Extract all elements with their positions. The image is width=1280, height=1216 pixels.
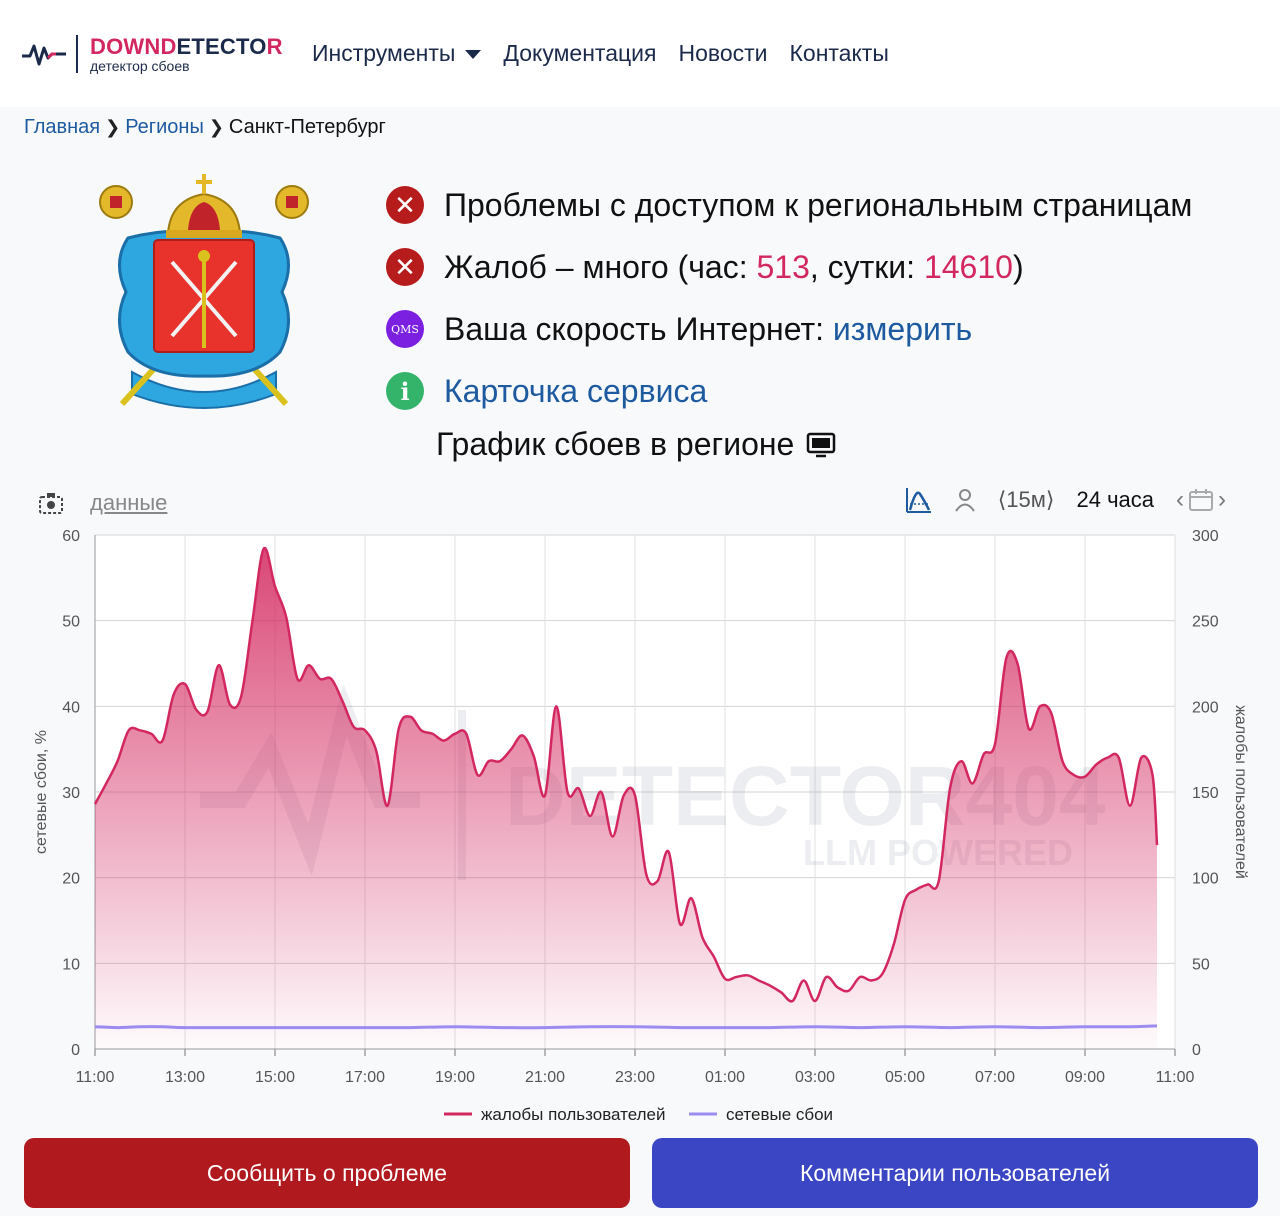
y-left-tick-label: 0 xyxy=(71,1042,80,1059)
x-tick-label: 01:00 xyxy=(705,1069,745,1086)
pulse-logo-icon xyxy=(22,44,66,66)
region-coat-of-arms-icon xyxy=(99,174,309,409)
service-card-link[interactable]: Карточка сервиса xyxy=(444,372,708,409)
error-icon: ✕ xyxy=(386,186,424,224)
main-nav: Инструменты Документация Новости Контакт… xyxy=(312,40,889,67)
chevron-right-icon: ❯ xyxy=(208,117,224,137)
report-problem-button[interactable]: Сообщить о проблеме xyxy=(24,1138,630,1208)
y-right-tick-label: 250 xyxy=(1192,614,1219,631)
y-right-tick-label: 150 xyxy=(1192,785,1219,802)
y-left-tick-label: 50 xyxy=(62,614,80,631)
y-left-axis-label: сетевые сбои, % xyxy=(33,730,50,854)
chart-title: График сбоев в регионе xyxy=(436,426,836,463)
chevron-down-icon xyxy=(465,50,482,59)
outage-chart: 0 10 20 30 40 50 60 0 50 100 150 200 250 300 11:00 13:0… xyxy=(33,528,1249,1124)
measure-speed-link[interactable]: измерить xyxy=(832,310,973,347)
y-left-tick-label: 40 xyxy=(62,699,80,716)
complaints-area xyxy=(95,548,1157,1049)
nav-docs[interactable]: Документация xyxy=(503,40,657,66)
chart-title-text: График сбоев в регионе xyxy=(436,426,795,462)
interval-selector[interactable]: ⟨15м⟩ xyxy=(997,487,1055,512)
x-tick-label: 11:00 xyxy=(76,1069,115,1086)
x-tick-label: 21:00 xyxy=(525,1069,565,1086)
x-tick-label: 23:00 xyxy=(615,1069,655,1086)
complaints-text: Жалоб – много (час: 513, сутки: 14610) xyxy=(444,248,1024,285)
chart-legend: жалобы пользователей сетевые сбои xyxy=(444,1105,833,1124)
y-left-tick-label: 20 xyxy=(62,871,80,888)
legend-label-complaints: жалобы пользователей xyxy=(481,1105,665,1124)
nav-contacts[interactable]: Контакты xyxy=(789,40,889,66)
y-left-tick-label: 60 xyxy=(62,528,80,545)
breadcrumb-current: Санкт-Петербург xyxy=(228,116,386,138)
period-selector[interactable]: 24 часа xyxy=(1076,487,1154,512)
breadcrumb-home[interactable]: Главная xyxy=(24,116,101,138)
x-tick-label: 09:00 xyxy=(1065,1069,1105,1086)
chevron-left-icon[interactable]: ‹ xyxy=(1176,486,1184,513)
chevron-right-icon: ❯ xyxy=(105,117,121,137)
status-access-text: Проблемы с доступом к региональным стран… xyxy=(444,186,1193,223)
speed-label: Ваша скорость Интернет: xyxy=(444,310,833,347)
x-tick-label: 05:00 xyxy=(885,1069,925,1086)
error-icon: ✕ xyxy=(386,248,424,286)
tv-icon[interactable] xyxy=(806,432,836,458)
network-outages-line xyxy=(94,1024,1158,1030)
breadcrumb-regions[interactable]: Регионы xyxy=(125,116,204,138)
x-tick-label: 11:00 xyxy=(1156,1069,1195,1086)
complaints-line xyxy=(93,546,1159,1003)
logo[interactable]: DOWNDETECTOR детектор сбоев xyxy=(22,34,283,74)
status-speed: QMS Ваша скорость Интернет: измерить xyxy=(386,298,1192,360)
x-tick-label: 03:00 xyxy=(795,1069,835,1086)
status-service-card: i Карточка сервиса xyxy=(386,360,1192,422)
x-tick-label: 15:00 xyxy=(255,1069,295,1086)
logo-subtitle: детектор сбоев xyxy=(90,57,190,74)
status-access-issue: ✕ Проблемы с доступом к региональным стр… xyxy=(386,174,1192,236)
y-right-axis-label: жалобы пользователей xyxy=(1232,705,1249,879)
logo-divider xyxy=(76,35,78,73)
info-icon: i xyxy=(386,372,424,410)
breadcrumb: Главная ❯ Регионы ❯ Санкт-Петербург xyxy=(24,116,386,139)
y-right-tick-label: 300 xyxy=(1192,528,1219,545)
area-chart-icon[interactable] xyxy=(904,486,932,514)
camera-icon[interactable] xyxy=(38,490,64,516)
y-right-tick-label: 0 xyxy=(1192,1042,1201,1059)
chevron-right-icon[interactable]: › xyxy=(1218,486,1226,513)
nav-news[interactable]: Новости xyxy=(678,40,768,66)
y-right-tick-label: 100 xyxy=(1192,871,1219,888)
x-tick-label: 07:00 xyxy=(975,1069,1015,1086)
y-right-tick-label: 200 xyxy=(1192,699,1219,716)
nav-tools[interactable]: Инструменты xyxy=(312,40,482,67)
x-tick-label: 13:00 xyxy=(165,1069,205,1086)
x-tick-label: 19:00 xyxy=(435,1069,475,1086)
calendar-icon[interactable] xyxy=(1188,488,1214,512)
user-icon[interactable] xyxy=(954,488,976,512)
logo-title: DOWNDETECTOR xyxy=(90,33,283,59)
header: DOWNDETECTOR детектор сбоев Инструменты … xyxy=(0,0,1280,107)
x-tick-label: 17:00 xyxy=(345,1069,385,1086)
status-complaints: ✕ Жалоб – много (час: 513, сутки: 14610) xyxy=(386,236,1192,298)
y-left-tick-label: 10 xyxy=(62,956,80,973)
chart-toolbar: данные ⟨15м⟩ 24 часа ‹ › xyxy=(0,484,1280,524)
complaints-hour-count: 513 xyxy=(756,248,810,285)
y-right-tick-label: 50 xyxy=(1192,956,1210,973)
qms-icon: QMS xyxy=(386,310,424,348)
status-list: ✕ Проблемы с доступом к региональным стр… xyxy=(386,174,1192,422)
y-left-tick-label: 30 xyxy=(62,785,80,802)
user-comments-button[interactable]: Комментарии пользователей xyxy=(652,1138,1258,1208)
data-link[interactable]: данные xyxy=(90,490,168,515)
legend-label-outages: сетевые сбои xyxy=(726,1105,833,1124)
complaints-day-count: 14610 xyxy=(923,248,1013,285)
